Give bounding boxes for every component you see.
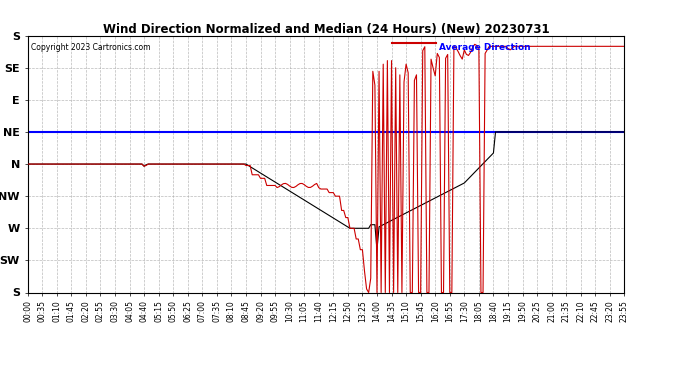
Title: Wind Direction Normalized and Median (24 Hours) (New) 20230731: Wind Direction Normalized and Median (24… bbox=[103, 22, 549, 36]
Text: Average Direction: Average Direction bbox=[440, 44, 531, 52]
Text: Copyright 2023 Cartronics.com: Copyright 2023 Cartronics.com bbox=[30, 44, 150, 52]
